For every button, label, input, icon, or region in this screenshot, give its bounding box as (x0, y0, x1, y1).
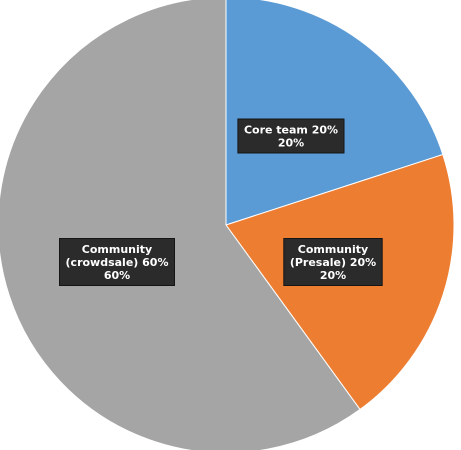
data-label-3: Community(crowdsale) 60%60% (59, 238, 175, 286)
data-label-text: 60% (104, 269, 130, 282)
data-label-box (237, 118, 345, 154)
data-label-text: Community (82, 243, 152, 256)
data-label-1: Core team 20%20% (237, 118, 345, 154)
data-label-text: 20% (278, 137, 304, 150)
data-label-text: (Presale) 20% (290, 256, 376, 269)
pie-slice-community-crowdsale (0, 0, 361, 450)
data-label-text: Core team 20% (244, 124, 338, 137)
pie-slice-core-team (225, 0, 444, 226)
data-label-text: 20% (320, 269, 346, 282)
pie-data-labels: Core team 20%20%Community(Presale) 20%20… (59, 118, 383, 286)
data-label-box (59, 238, 175, 286)
data-label-box (283, 238, 383, 286)
data-label-2: Community(Presale) 20%20% (283, 238, 383, 286)
data-label-text: Community (298, 243, 368, 256)
data-label-text: (crowdsale) 60% (66, 256, 169, 269)
